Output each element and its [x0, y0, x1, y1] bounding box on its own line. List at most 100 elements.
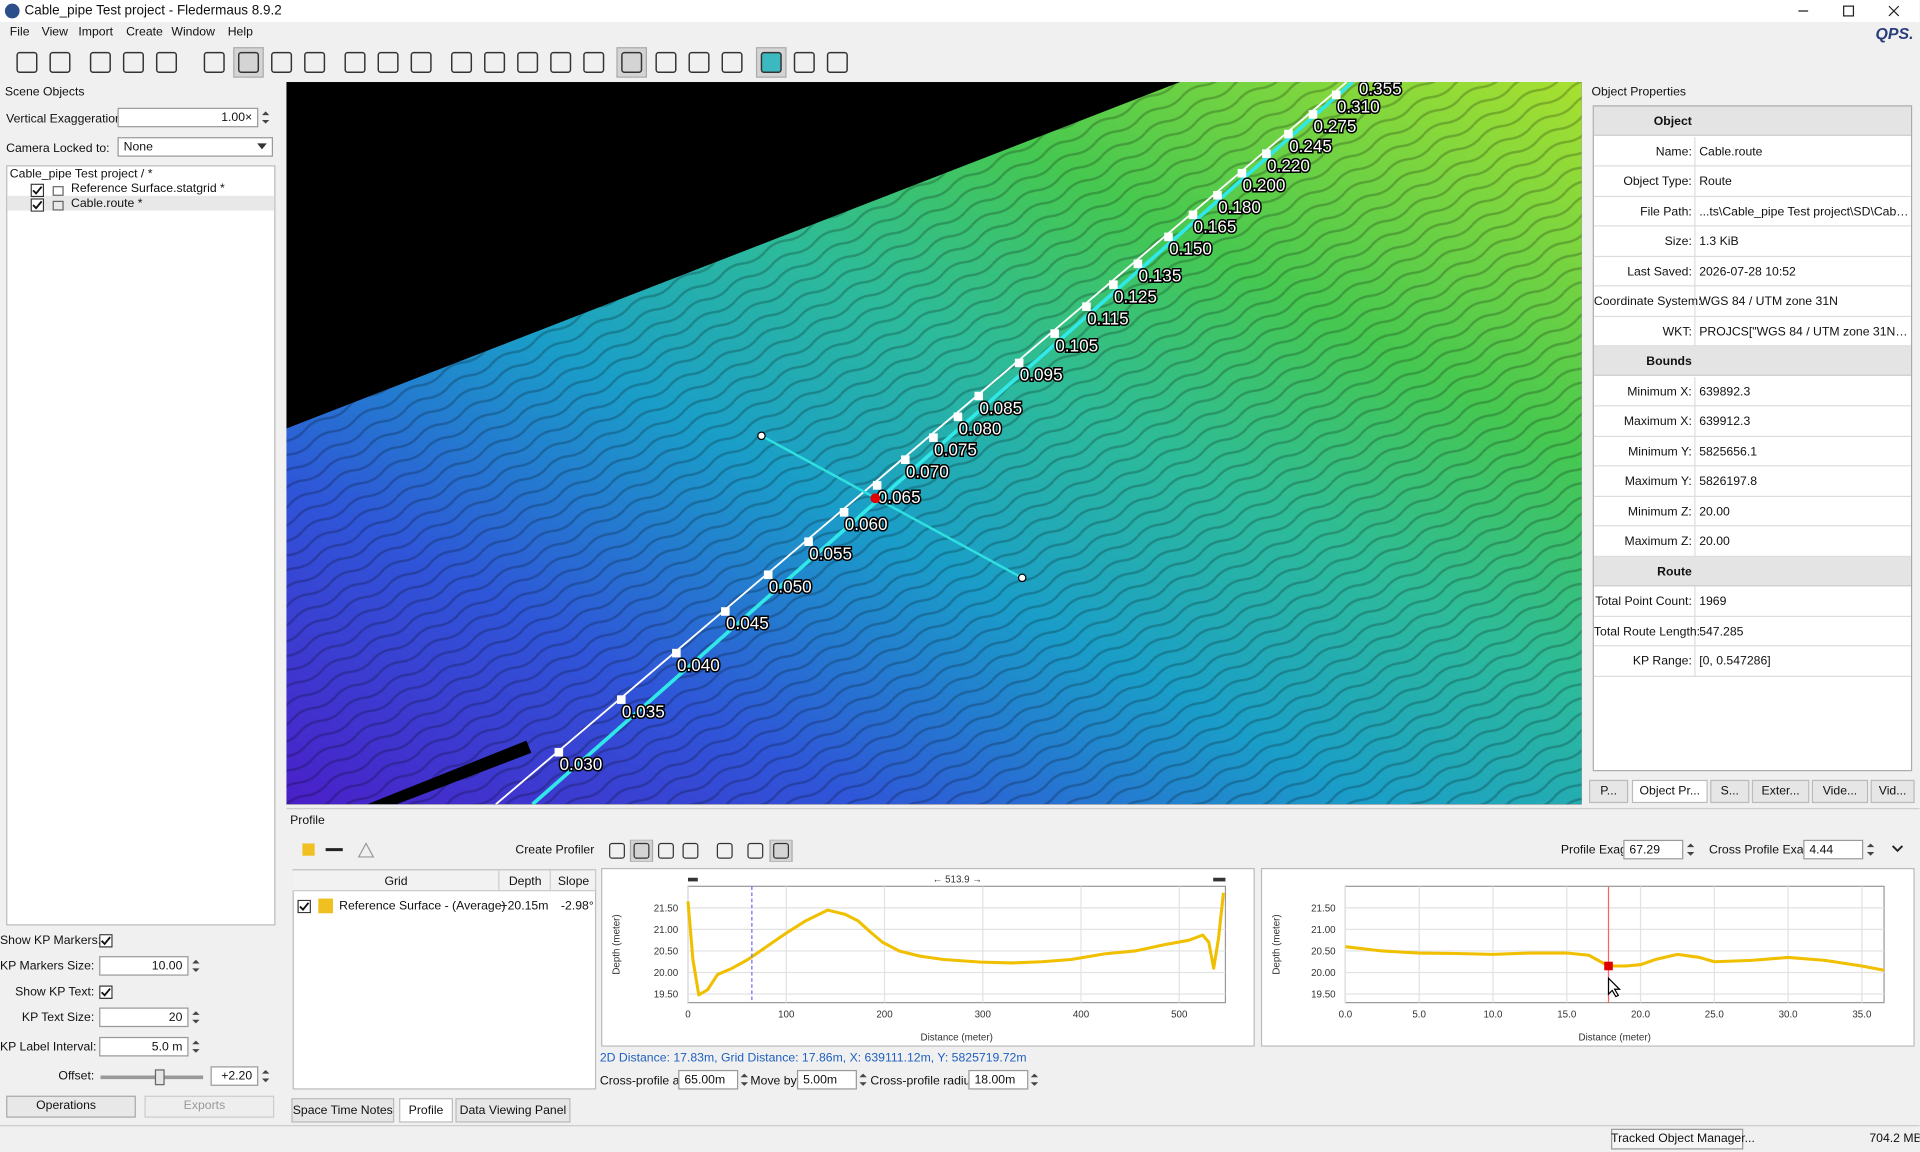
spin-up	[192, 1040, 200, 1045]
menu-item[interactable]: View	[41, 25, 68, 40]
bottom-tab[interactable]	[399, 1098, 453, 1123]
property-value: 547.285	[1699, 624, 1744, 639]
menu-item[interactable]: Import	[78, 25, 114, 40]
tab[interactable]	[1811, 779, 1869, 804]
cross-exag[interactable]: 4.44	[1803, 839, 1864, 860]
menu-item[interactable]: Window	[171, 25, 215, 40]
spin-up	[1686, 843, 1695, 848]
panel-separator	[286, 807, 1920, 810]
kp-label: 0.125	[1114, 286, 1157, 306]
toolbar-icon	[122, 51, 144, 73]
spinner	[1866, 843, 1875, 856]
memory-usage: 704.2 MB	[1869, 1132, 1920, 1146]
field-label: Camera Locked to:	[6, 142, 110, 156]
control-input[interactable]: 18.00m	[968, 1069, 1029, 1090]
property-label: KP Range:	[1632, 654, 1692, 669]
spin-down	[261, 119, 270, 124]
field-label: Profile Exag:	[1560, 843, 1631, 857]
spinner	[740, 1073, 748, 1086]
spin-down	[1030, 1082, 1039, 1086]
kp-label: 0.075	[934, 439, 977, 459]
menu-item[interactable]: Create	[126, 25, 163, 40]
tab[interactable]	[1710, 779, 1750, 804]
table-header	[550, 870, 597, 892]
tree-item[interactable]: Cable.route *	[71, 197, 143, 211]
checkmark	[32, 200, 43, 210]
y-tick-label: 20.50	[1311, 947, 1336, 958]
property-value: 1.3 KiB	[1699, 235, 1739, 249]
row-line	[1593, 226, 1911, 257]
row-line	[1593, 526, 1911, 557]
control-input[interactable]: 65.00m	[678, 1069, 739, 1090]
kp-setting-value[interactable]: +2.20	[210, 1066, 259, 1086]
property-value: WGS 84 / UTM zone 31N	[1699, 295, 1838, 309]
column-line	[1694, 646, 1696, 677]
kp-setting-value[interactable]: 5.0 m	[99, 1036, 189, 1057]
bottom-tab[interactable]	[291, 1098, 395, 1123]
tab[interactable]	[1870, 779, 1915, 804]
menu-item[interactable]: File	[9, 25, 30, 40]
exports-button[interactable]	[144, 1095, 275, 1118]
menu-item[interactable]: Help	[227, 25, 253, 40]
kp-setting-value[interactable]: 20	[99, 1007, 189, 1028]
kp-setting-value[interactable]: 10.00	[99, 956, 189, 976]
spinner	[1686, 843, 1695, 856]
tool-highlight	[769, 839, 793, 862]
vertical-exaggeration[interactable]: 1.00×	[117, 107, 259, 128]
profile-exag[interactable]: 67.29	[1623, 839, 1684, 860]
tree-item[interactable]: Reference Surface.statgrid *	[71, 182, 225, 196]
toolbar-icon	[583, 51, 605, 73]
tab[interactable]	[1751, 779, 1810, 804]
control-input[interactable]: 5.00m	[796, 1069, 857, 1090]
section-heading: Route	[1657, 564, 1692, 579]
camera-select[interactable]: None	[117, 137, 273, 157]
toolbar-icon	[721, 51, 743, 73]
kp-marker	[1188, 210, 1198, 220]
y-tick-label: 19.50	[1311, 990, 1336, 1001]
bottom-tab[interactable]	[455, 1098, 571, 1123]
expand	[1891, 845, 1904, 853]
kp-marker	[1050, 329, 1059, 338]
checkmark	[100, 987, 111, 997]
operations-button[interactable]	[6, 1095, 136, 1118]
table-cell: -2.98°	[560, 899, 594, 914]
spin-up	[192, 1011, 200, 1015]
x-tick-label: 0	[685, 1009, 691, 1020]
tool-icon	[716, 842, 733, 859]
kp-marker	[1308, 110, 1318, 119]
column-line	[1694, 286, 1696, 317]
column-line	[1694, 166, 1696, 197]
spin-up	[261, 1069, 270, 1074]
triangle-tool	[357, 842, 375, 858]
tracked-button[interactable]	[1611, 1128, 1744, 1150]
table-cell: +20.15m	[500, 899, 549, 914]
y-tick-label: 20.00	[654, 968, 679, 979]
kp-label: 0.055	[809, 543, 852, 563]
property-value: 20.00	[1699, 534, 1730, 549]
profile-chart: 0 100 200 300 400 500 19.50 20.00 20.50 21.00 21.5…	[601, 867, 1255, 1047]
tree-icon	[52, 200, 64, 211]
x-tick-label: 25.0	[1705, 1009, 1725, 1020]
kp-marker	[839, 508, 849, 517]
profile-chart: 0.0 5.0 10.0 15.0 20.0 25.0 30.0 35.0 19.50 20.00…	[1260, 867, 1915, 1047]
kp-marker	[901, 455, 910, 464]
kp-label: 0.310	[1337, 97, 1380, 117]
slider-handle	[154, 1069, 165, 1086]
column-line	[1694, 136, 1696, 167]
route-line	[495, 82, 1348, 805]
cross-profile-end	[1017, 573, 1027, 583]
profile-tools	[325, 839, 793, 862]
tab[interactable]	[1589, 779, 1629, 804]
kp-marker	[872, 481, 882, 490]
tab[interactable]	[1631, 779, 1708, 804]
tree-item[interactable]: Cable_pipe Test project / *	[9, 167, 153, 182]
property-value: 1969	[1699, 594, 1727, 609]
x-tick-label: 35.0	[1852, 1009, 1872, 1020]
property-label: Size:	[1664, 235, 1692, 249]
kp-label: 0.245	[1289, 136, 1332, 156]
y-tick-label: 21.00	[1311, 925, 1336, 936]
create-profiler[interactable]: Create Profiler	[515, 843, 595, 857]
table-header-label: Depth	[508, 875, 542, 889]
range-handle	[1213, 877, 1226, 882]
profile-status: 2D Distance: 17.83m, Grid Distance: 17.8…	[599, 1051, 1027, 1066]
